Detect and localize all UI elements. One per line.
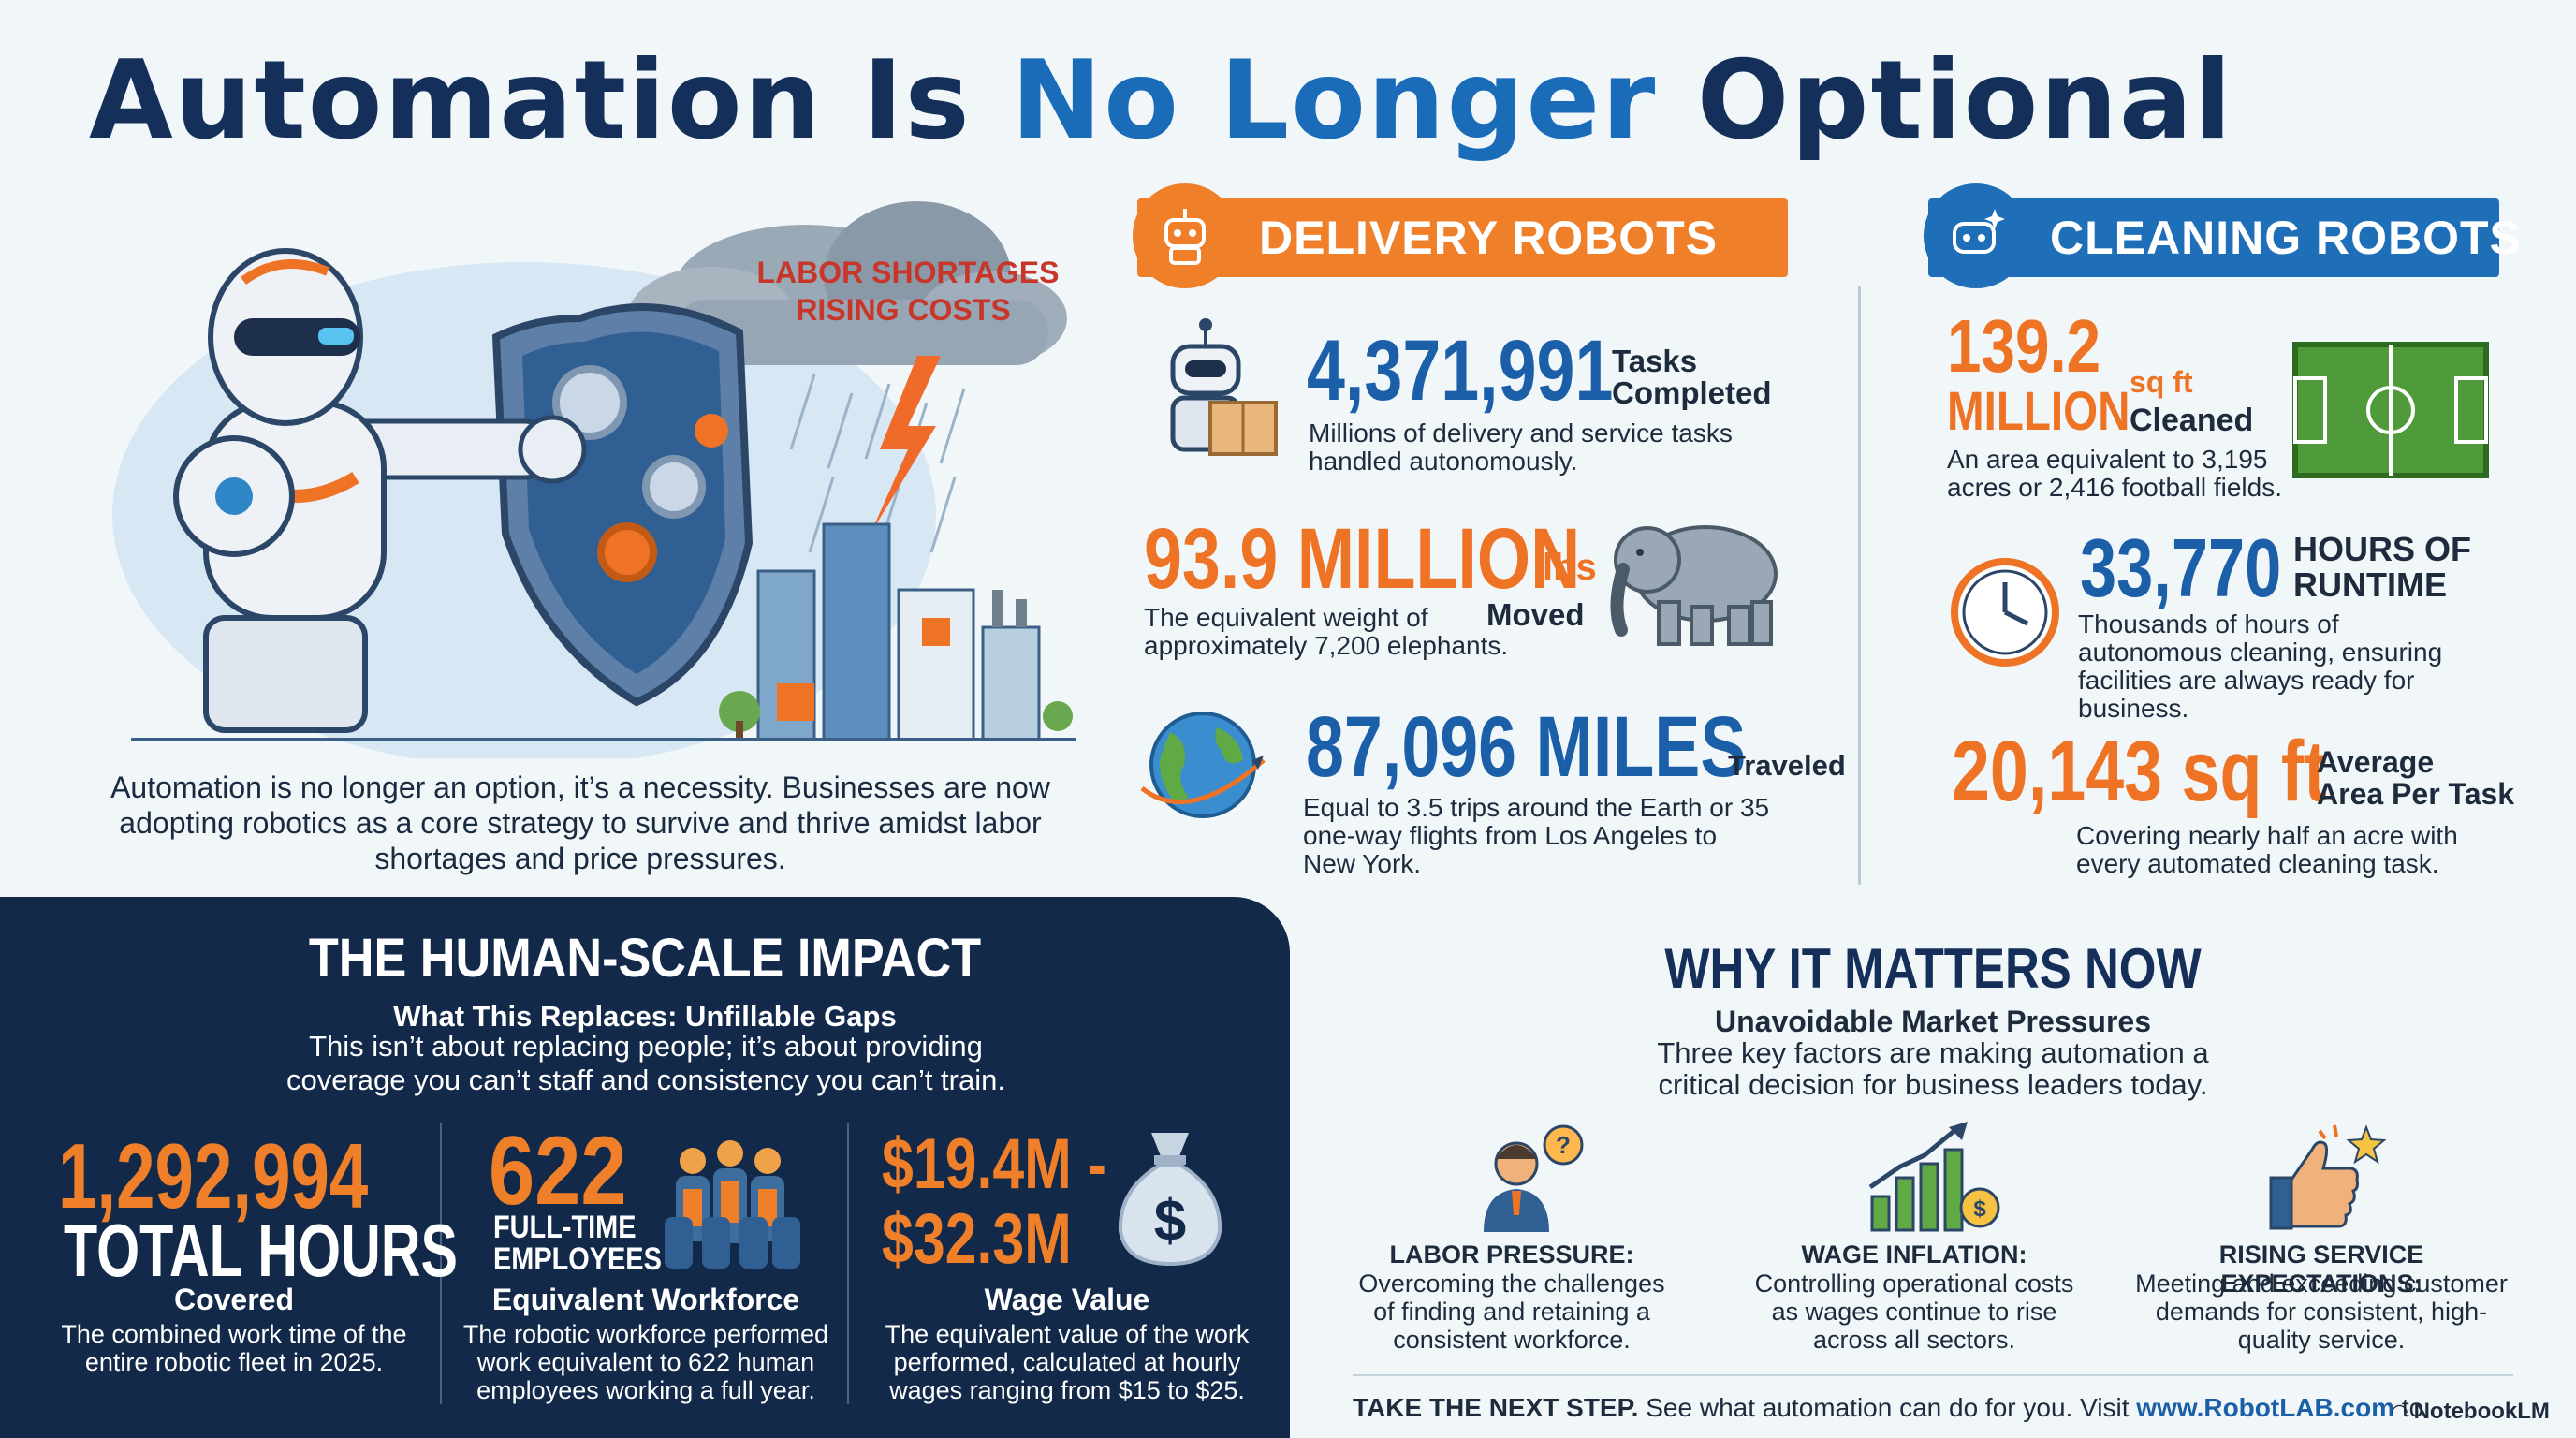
tasks-completed-value: 4,371,991	[1307, 323, 1614, 418]
svg-text:?: ?	[1556, 1131, 1571, 1159]
money-bag-icon: $	[1118, 1133, 1222, 1267]
area-per-task-value: 20,143 sq ft	[1952, 724, 2327, 819]
runtime-label-2: RUNTIME	[2293, 565, 2447, 604]
footer-bold: TAKE THE NEXT STEP.	[1353, 1393, 1639, 1422]
footer-divider	[1353, 1374, 2513, 1376]
factor-3-desc: Meeting and exceeding customer demands f…	[2135, 1269, 2508, 1354]
city-skyline	[131, 522, 1076, 741]
total-hours-desc: The combined work time of the entire rob…	[61, 1320, 407, 1376]
workforce-desc: The robotic workforce performed work equ…	[462, 1320, 829, 1404]
weight-desc-1: The equivalent weight of	[1144, 603, 1428, 632]
runtime-label-1: HOURS OF	[2293, 530, 2472, 568]
robot-sparkle-icon	[1953, 209, 2005, 254]
footer-cta: TAKE THE NEXT STEP. See what automation …	[1353, 1393, 2423, 1423]
impact-desc: This isn’t about replacing people; it’s …	[286, 1030, 1005, 1096]
impact-divider-1	[440, 1123, 442, 1404]
area-cleaned-value-2: MILLION	[1947, 381, 2130, 442]
elephant-icon	[1610, 525, 1778, 646]
total-hours-value: 1,292,994	[58, 1124, 369, 1227]
impact-divider-2	[847, 1123, 849, 1404]
runtime-value: 33,770	[2080, 521, 2282, 614]
title-part-3: Optional	[1657, 37, 2233, 164]
svg-text:$: $	[1973, 1196, 1986, 1222]
total-hours-label: Covered	[173, 1283, 295, 1316]
wage-label: Wage Value	[984, 1283, 1150, 1316]
workforce-group-icon	[665, 1140, 800, 1269]
employees-small-1: FULL-TIME	[493, 1210, 637, 1245]
weight-desc-2: approximately 7,200 elephants.	[1144, 631, 1509, 660]
factor-1-label: LABOR PRESSURE:	[1389, 1240, 1634, 1269]
factor-2-label: WAGE INFLATION:	[1801, 1240, 2027, 1269]
cloud-text-2: RISING COSTS	[796, 293, 1010, 327]
page-title: Automation Is No Longer Optional	[89, 37, 2429, 169]
workforce-label: Equivalent Workforce	[491, 1283, 800, 1316]
labor-pressure-icon: ?	[1484, 1124, 1584, 1232]
miles-traveled-value: 87,096 MILES	[1306, 699, 1747, 795]
runtime-desc: Thousands of hours of autonomous cleanin…	[2078, 609, 2443, 723]
svg-text:$: $	[1154, 1189, 1186, 1254]
human-scale-impact-panel	[0, 897, 1290, 1438]
impact-subtitle: What This Replaces: Unfillable Gaps	[393, 1000, 897, 1033]
weight-label: Moved	[1486, 597, 1585, 632]
robotlab-link[interactable]: www.RobotLAB.com	[2136, 1393, 2395, 1422]
storm-cloud	[627, 201, 1067, 370]
intro-text: Automation is no longer an option, it’s …	[110, 770, 1050, 875]
area-cleaned-desc: An area equivalent to 3,195 acres or 2,4…	[1947, 445, 2282, 502]
clock-icon	[1951, 558, 2059, 667]
why-desc: Three key factors are making automation …	[1657, 1036, 2209, 1101]
why-subtitle: Unavoidable Market Pressures	[1715, 1005, 2151, 1038]
delivery-header-label: DELIVERY ROBOTS	[1259, 212, 1719, 264]
weight-moved-value: 93.9 MILLION	[1144, 511, 1581, 607]
globe-icon	[1140, 712, 1266, 818]
factor-2-desc: Controlling operational costs as wages c…	[1754, 1269, 2074, 1354]
area-cleaned-label: Cleaned	[2130, 403, 2254, 438]
robot-shield-illustration: LABOR SHORTAGES RISING COSTS	[112, 201, 1076, 758]
cleaning-robot-badge	[1924, 183, 2028, 288]
tasks-desc: Millions of delivery and service tasks h…	[1309, 418, 1733, 476]
wage-inflation-chart-icon: $	[1868, 1122, 2000, 1232]
area-per-task-label-1: Average	[2317, 745, 2435, 779]
brand-label: NotebookLM	[2413, 1399, 2550, 1424]
tasks-label-1: Tasks	[1612, 344, 1698, 378]
factor-1-desc: Overcoming the challenges of finding and…	[1358, 1269, 1665, 1354]
area-per-task-desc: Covering nearly half an acre with every …	[2076, 821, 2458, 878]
area-cleaned-unit: sq ft	[2130, 365, 2193, 399]
title-part-1: Automation Is	[89, 37, 1012, 164]
tasks-label-2: Completed	[1612, 375, 1772, 410]
column-divider	[1858, 286, 1861, 885]
title-highlight: No Longer	[1011, 37, 1658, 164]
total-hours-big-label: TOTAL HOURS	[64, 1209, 458, 1292]
brand-icon: ◠	[2392, 1400, 2408, 1423]
shield-icon	[491, 303, 754, 707]
why-title: WHY IT MATTERS NOW	[1664, 937, 2202, 1000]
thumbs-up-star-icon	[2269, 1124, 2387, 1230]
employees-small-2: EMPLOYEES	[493, 1241, 662, 1277]
wage-value-1: $19.4M -	[882, 1124, 1106, 1204]
miles-label: Traveled	[1728, 749, 1846, 782]
impact-title: THE HUMAN-SCALE IMPACT	[308, 928, 982, 989]
area-per-task-label-2: Area Per Task	[2317, 777, 2515, 811]
notebooklm-brand: ◠ NotebookLM	[2392, 1399, 2550, 1425]
cleaning-header-label: CLEANING ROBOTS	[2050, 212, 2522, 264]
miles-desc: Equal to 3.5 trips around the Earth or 3…	[1303, 793, 1770, 878]
employees-value: 622	[489, 1117, 627, 1225]
footer-tail: to	[2394, 1393, 2424, 1422]
wage-value-2: $32.3M	[882, 1199, 1072, 1279]
robot-icon	[1164, 209, 1206, 265]
delivery-robots-header: DELIVERY ROBOTS	[1137, 198, 1788, 277]
wage-desc: The equivalent value of the work perform…	[885, 1320, 1250, 1404]
factor-3-label: RISING SERVICE EXPECTATIONS:	[2218, 1240, 2424, 1298]
cloud-text-1: LABOR SHORTAGES	[757, 256, 1060, 289]
delivery-robot-badge	[1133, 183, 1237, 288]
footer-text: See what automation can do for you. Visi…	[1638, 1393, 2137, 1422]
weight-unit: lbs	[1543, 547, 1597, 588]
football-field-icon	[2292, 342, 2489, 478]
area-cleaned-value-1: 139.2	[1947, 304, 2101, 388]
delivery-robot-box-icon	[1170, 318, 1278, 456]
lightning-icon	[871, 356, 941, 534]
robot-figure	[173, 248, 587, 733]
